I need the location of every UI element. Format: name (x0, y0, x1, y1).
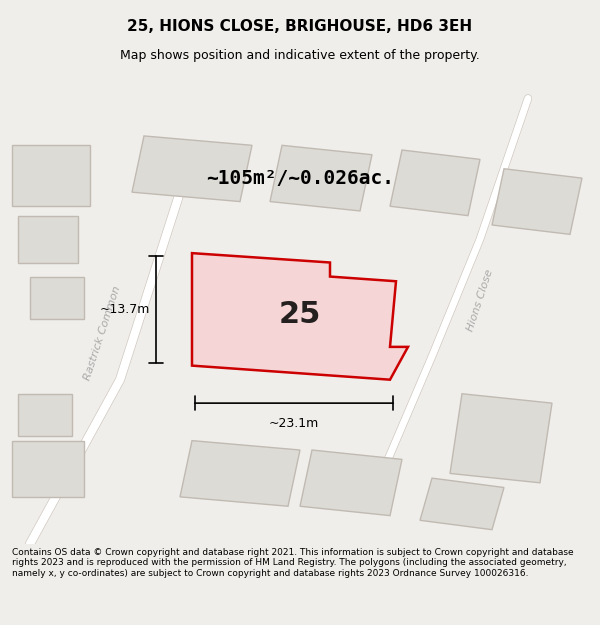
Text: Map shows position and indicative extent of the property.: Map shows position and indicative extent… (120, 49, 480, 62)
Polygon shape (12, 145, 90, 206)
Polygon shape (12, 441, 84, 497)
Polygon shape (270, 145, 372, 211)
Polygon shape (192, 253, 408, 379)
Text: Hions Close: Hions Close (465, 268, 495, 332)
Polygon shape (18, 394, 72, 436)
Text: ~105m²/~0.026ac.: ~105m²/~0.026ac. (206, 169, 394, 187)
Text: Contains OS data © Crown copyright and database right 2021. This information is : Contains OS data © Crown copyright and d… (12, 548, 574, 578)
Polygon shape (450, 394, 552, 482)
Polygon shape (180, 441, 300, 506)
Polygon shape (420, 478, 504, 530)
Polygon shape (30, 276, 84, 319)
Polygon shape (132, 136, 252, 201)
Text: 25: 25 (279, 299, 321, 329)
Text: Rastrick Common: Rastrick Common (82, 284, 122, 381)
Polygon shape (18, 216, 78, 262)
Text: ~23.1m: ~23.1m (269, 418, 319, 430)
Polygon shape (492, 169, 582, 234)
Polygon shape (390, 150, 480, 216)
Text: 25, HIONS CLOSE, BRIGHOUSE, HD6 3EH: 25, HIONS CLOSE, BRIGHOUSE, HD6 3EH (127, 19, 473, 34)
Text: ~13.7m: ~13.7m (100, 303, 150, 316)
Polygon shape (300, 450, 402, 516)
